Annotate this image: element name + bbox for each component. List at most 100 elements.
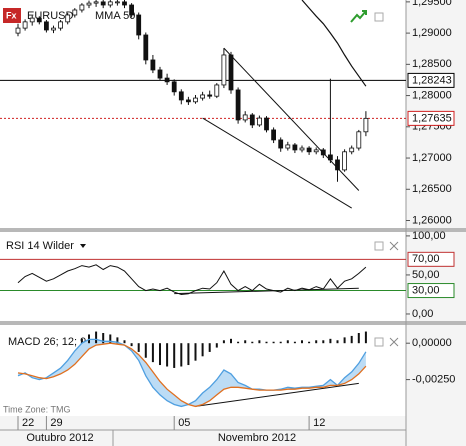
y-tick-label: 1,26000	[412, 214, 452, 226]
level-label: 70,00	[412, 253, 440, 265]
candle-body	[320, 149, 326, 156]
histogram-bar	[293, 341, 296, 344]
histogram-bar	[357, 333, 360, 344]
candle-body	[15, 27, 21, 34]
period-label: Novembro 2012	[218, 432, 296, 444]
y-tick-label: 1,28000	[412, 89, 452, 101]
histogram-bar	[201, 343, 204, 357]
candle-body	[22, 21, 28, 29]
trend-line	[195, 382, 359, 407]
candle-body	[256, 117, 262, 126]
candle-body	[285, 144, 291, 149]
candle-body	[214, 84, 220, 97]
histogram-bar	[116, 337, 119, 344]
candle-body	[107, 1, 113, 6]
candle-body	[29, 17, 35, 23]
legend-entry: MMA 50	[95, 10, 135, 22]
level-label-box	[407, 251, 455, 267]
indicator-title: MACD 26; 12; 9	[8, 336, 86, 348]
dropdown-arrow[interactable]	[80, 244, 86, 248]
histogram-bar	[350, 335, 353, 344]
histogram-bar	[336, 340, 339, 344]
icon-glyph: Fx	[6, 10, 17, 20]
trend-icon	[350, 10, 367, 23]
y-tick-label: 1,29000	[412, 27, 452, 39]
candle-body	[72, 9, 78, 16]
candle-body	[171, 81, 177, 93]
time-axis-area	[0, 416, 406, 446]
y-tick-label: 0,00000	[412, 337, 452, 349]
histogram-bar	[279, 341, 282, 344]
close-button[interactable]	[389, 241, 399, 251]
x-tick-label: 29	[50, 417, 62, 429]
candle-body	[157, 69, 163, 79]
candle-body	[313, 149, 319, 153]
candle-body	[235, 89, 241, 121]
candle-body	[178, 91, 184, 101]
timezone-note: Time Zone: TMG	[3, 404, 71, 414]
histogram-bar	[173, 343, 176, 368]
histogram-bar	[123, 340, 126, 344]
y-tick-label: 100,00	[412, 230, 446, 242]
histogram-bar	[166, 343, 169, 367]
y-tick-label: 50,00	[412, 269, 440, 281]
histogram-bar	[137, 343, 140, 352]
candle-body	[349, 147, 355, 153]
close-button[interactable]	[389, 337, 399, 347]
candle-body	[327, 154, 333, 161]
histogram-bar	[80, 338, 83, 344]
histogram-bar	[329, 338, 332, 344]
level-label-box	[407, 110, 455, 126]
histogram-bar	[301, 340, 303, 344]
candle-body	[242, 114, 248, 121]
y-tick-label: 1,28500	[412, 58, 452, 70]
symbol-icon	[3, 8, 21, 23]
y-tick-label: 1,27000	[412, 152, 452, 164]
candle-body	[200, 94, 206, 99]
panel-separator	[0, 321, 466, 325]
candle-body	[93, 1, 99, 4]
histogram-bar	[237, 341, 240, 344]
trend-line	[202, 117, 352, 209]
level-label-box	[407, 283, 455, 299]
histogram-bar	[251, 341, 254, 344]
histogram-bar	[187, 343, 190, 366]
candle-body	[115, 1, 120, 4]
candle-body	[363, 117, 369, 133]
histogram-bar	[151, 343, 154, 363]
histogram-bar	[159, 343, 161, 366]
candle-body	[356, 131, 362, 149]
candle-body	[58, 21, 63, 29]
histogram-bar	[95, 331, 98, 344]
panel-button[interactable]	[374, 241, 384, 251]
panel-button[interactable]	[374, 12, 384, 22]
trend-line	[174, 287, 359, 295]
histogram-bar	[286, 340, 289, 344]
candle-body	[129, 4, 135, 16]
candle-body	[79, 4, 85, 11]
y-tick-label: -0,00250	[412, 374, 455, 386]
candle-body	[278, 139, 284, 149]
candle-body	[51, 27, 56, 31]
candle-body	[44, 21, 49, 31]
histogram-bar	[343, 337, 346, 344]
panel-button[interactable]	[374, 337, 384, 347]
candle-body	[228, 54, 234, 91]
histogram-bar	[144, 343, 147, 358]
histogram-bar	[130, 343, 133, 347]
candle-body	[292, 144, 298, 151]
histogram-bar	[265, 341, 268, 344]
histogram-bar	[244, 340, 247, 344]
y-tick-label: 1,26500	[412, 183, 452, 195]
histogram-bar	[272, 341, 275, 344]
histogram-bar	[215, 343, 218, 348]
histogram-bar	[222, 340, 225, 344]
candle-body	[122, 1, 127, 6]
histogram-bar	[230, 338, 232, 344]
histogram-bar	[109, 334, 112, 344]
candle-body	[264, 117, 269, 131]
indicator-title: RSI 14 Wilder	[6, 240, 74, 252]
macd-line	[17, 342, 367, 408]
macd-line	[17, 338, 367, 408]
histogram-bar	[180, 343, 183, 367]
